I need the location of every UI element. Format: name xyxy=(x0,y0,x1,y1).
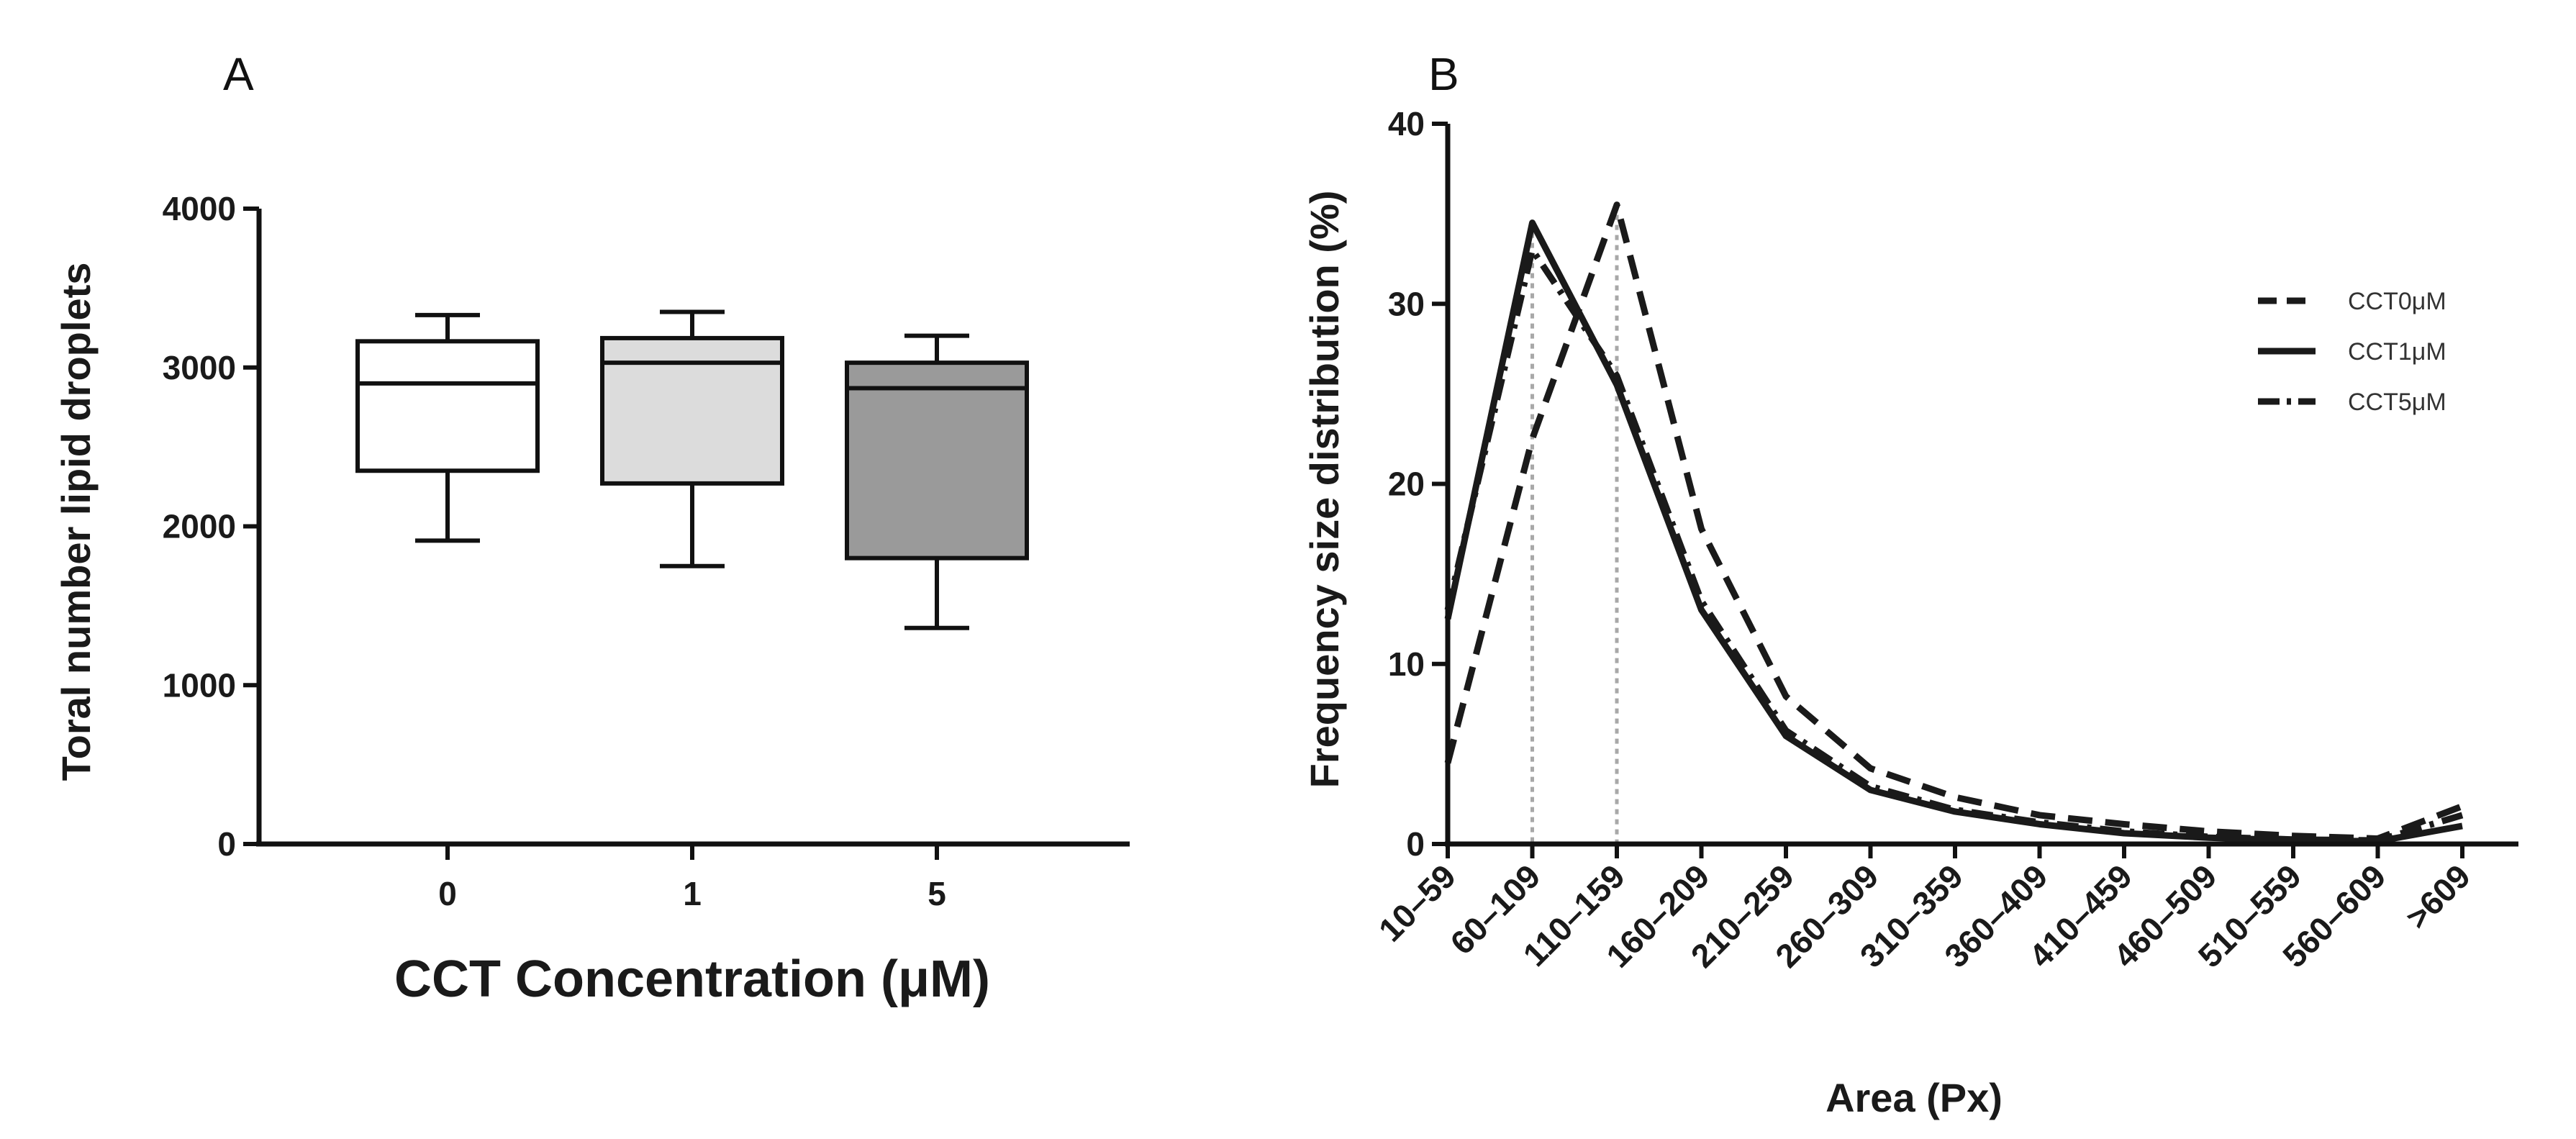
panel-label-b: B xyxy=(1428,48,1459,100)
legend-label: CCT0μM xyxy=(2348,288,2446,315)
y-tick-label-a: 1000 xyxy=(163,666,236,704)
x-tick-label-a: 0 xyxy=(438,875,457,912)
series-line-solid xyxy=(1444,219,2463,845)
y-tick-label-b: 20 xyxy=(1388,466,1425,503)
x-axis-label-a: CCT Concentration (μM) xyxy=(394,950,990,1008)
x-axis-label-b: Area (Px) xyxy=(1826,1075,2003,1120)
box-iqr xyxy=(355,339,540,473)
legend-label: CCT1μM xyxy=(2348,338,2446,366)
y-tick-label-b: 0 xyxy=(1406,825,1425,863)
y-tick-label-a: 4000 xyxy=(163,190,236,227)
y-tick-label-b: 40 xyxy=(1388,105,1425,142)
panel-label-a: A xyxy=(223,48,254,100)
x-tick-label-a: 1 xyxy=(683,875,702,912)
y-tick-label-a: 3000 xyxy=(163,349,236,386)
box-5 xyxy=(845,333,1029,630)
box-iqr xyxy=(845,360,1029,561)
legend-label: CCT5μM xyxy=(2348,389,2446,416)
box-0 xyxy=(355,312,540,543)
box-1 xyxy=(600,309,784,568)
box-plot-panel-a: 0 1000 2000 3000 4000 0 1 5 Toral number lipid… xyxy=(53,190,1130,1008)
y-axis-label-b: Frequency size distribution (%) xyxy=(1302,191,1347,789)
y-tick-label-a: 0 xyxy=(217,825,236,863)
series-line-dashed xyxy=(1444,201,2464,842)
y-tick-label-b: 10 xyxy=(1388,645,1425,683)
legend: CCT0μM CCT1μM CCT5μM xyxy=(2258,288,2446,416)
y-tick-label-b: 30 xyxy=(1388,285,1425,322)
x-tick-label-b: >609 xyxy=(2398,857,2477,936)
y-axis-label-a: Toral number lipid droplets xyxy=(53,263,99,781)
y-tick-label-a: 2000 xyxy=(163,508,236,545)
x-tick-label-a: 5 xyxy=(928,875,946,912)
series-line-dashdot xyxy=(1444,246,2464,844)
box-iqr xyxy=(600,335,784,486)
